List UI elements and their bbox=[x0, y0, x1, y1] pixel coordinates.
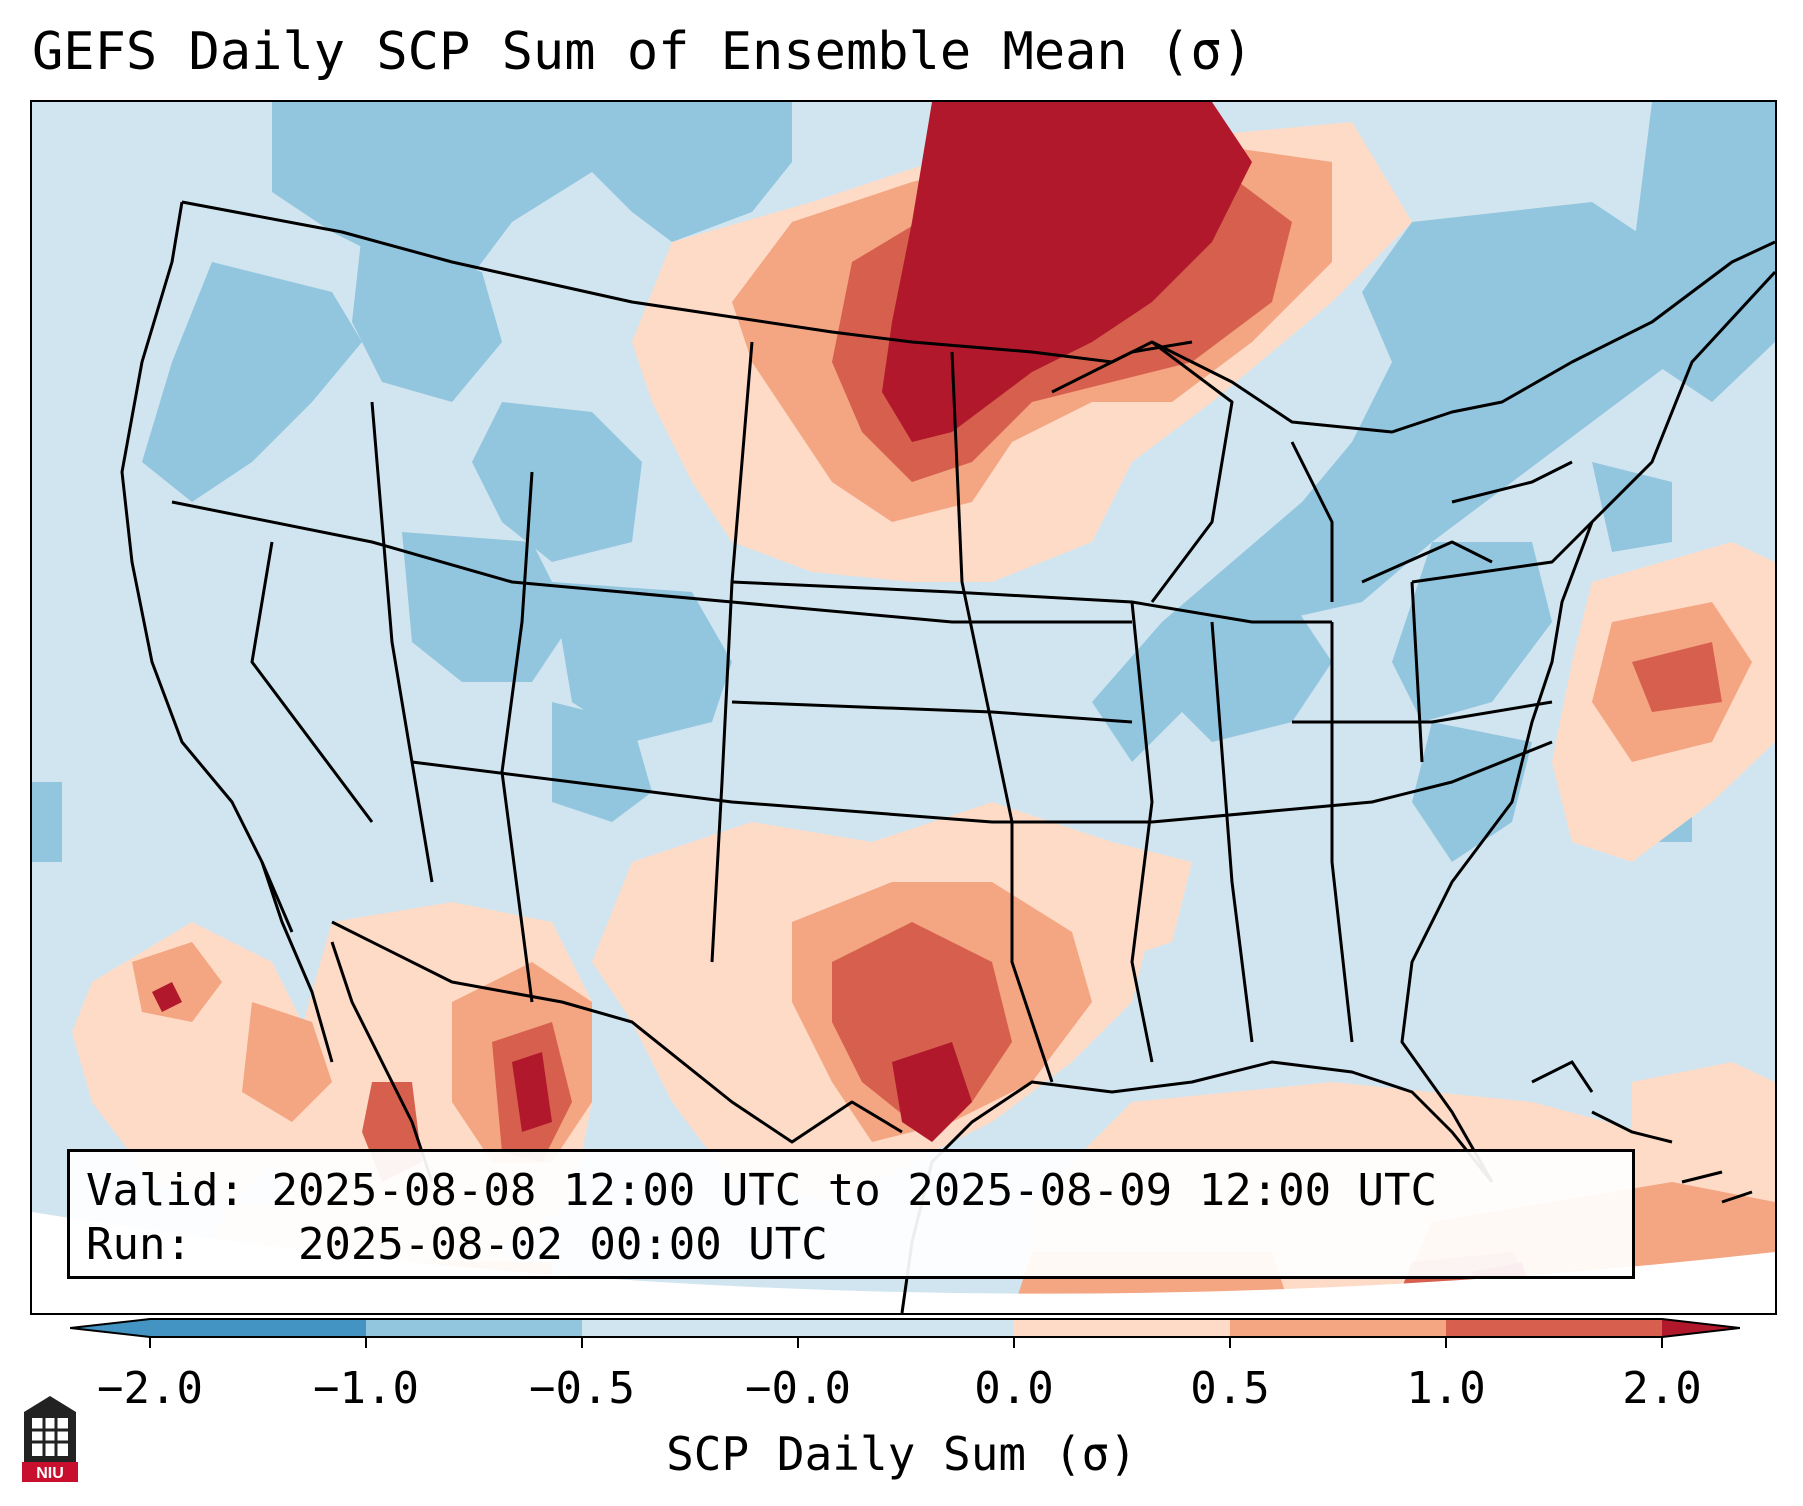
projection-corner bbox=[32, 1212, 1775, 1313]
colorbar-tick-label: −2.0 bbox=[97, 1363, 203, 1414]
canada-border-west bbox=[181, 200, 913, 344]
colorbar-bin-05-1 bbox=[1230, 1319, 1446, 1337]
lake-michigan bbox=[1150, 340, 1234, 603]
baja-coast bbox=[260, 861, 334, 1063]
logo-grid-icon bbox=[32, 1418, 68, 1456]
state-line-5 bbox=[710, 341, 754, 963]
lake-erie bbox=[1361, 540, 1493, 584]
colorbar-bin-neg2-neg1 bbox=[150, 1319, 366, 1337]
colorbar bbox=[70, 1318, 1740, 1348]
lake-ontario bbox=[1451, 460, 1573, 504]
colorbar-extend-high bbox=[1662, 1319, 1740, 1337]
niu-logo: NIU bbox=[22, 1396, 78, 1482]
logo-window-icon bbox=[32, 1418, 68, 1456]
colorbar-tick-label: −0.0 bbox=[745, 1363, 851, 1414]
state-line-9 bbox=[950, 351, 1054, 1083]
state-line-14 bbox=[1410, 581, 1424, 763]
state-line-11 bbox=[1151, 740, 1553, 824]
anomaly-map bbox=[32, 102, 1775, 1313]
colorbar-bin-neg05-0 bbox=[582, 1319, 798, 1337]
colorbar-bin-neg1-neg05 bbox=[366, 1319, 582, 1337]
west-coastline bbox=[120, 201, 294, 933]
michigan-east bbox=[1290, 441, 1334, 602]
colorbar-label: SCP Daily Sum (σ) bbox=[666, 1427, 1137, 1481]
colorbar-tick-label: −0.5 bbox=[529, 1363, 635, 1414]
negative-anomaly-regions bbox=[32, 102, 1775, 862]
colorbar-tick-label: −1.0 bbox=[313, 1363, 419, 1414]
state-line-15 bbox=[1292, 700, 1553, 724]
state-line-12 bbox=[1210, 621, 1254, 1043]
east-coastline bbox=[1400, 270, 1775, 1183]
run-value: 2025-08-02 00:00 UTC bbox=[297, 1219, 828, 1270]
colorbar-tick-label: 0.5 bbox=[1190, 1363, 1270, 1414]
colorbar-bin-0 bbox=[798, 1319, 1014, 1337]
map-title: GEFS Daily SCP Sum of Ensemble Mean (σ) bbox=[32, 22, 1253, 82]
colorbar-bin-0-05 bbox=[1014, 1319, 1230, 1337]
colorbar-tick-label: 2.0 bbox=[1622, 1363, 1702, 1414]
logo-badge bbox=[22, 1462, 78, 1482]
lake-superior bbox=[1051, 340, 1193, 394]
caribbean-islands bbox=[1531, 1060, 1753, 1204]
logo-text: NIU bbox=[36, 1465, 64, 1482]
state-line-10 bbox=[1130, 601, 1154, 1063]
colorbar-tick-label: 0.0 bbox=[974, 1363, 1054, 1414]
run-label: Run: bbox=[86, 1219, 192, 1270]
state-line-16 bbox=[1411, 520, 1594, 584]
map-panel bbox=[30, 100, 1777, 1315]
boundaries bbox=[120, 200, 1775, 1313]
state-line-4 bbox=[500, 471, 534, 1003]
colorbar-tick-label: 1.0 bbox=[1406, 1363, 1486, 1414]
state-line-13 bbox=[1330, 622, 1354, 1043]
colorbar-extend-low bbox=[70, 1319, 150, 1337]
validity-info-box: Valid: 2025-08-08 12:00 UTC to 2025-08-0… bbox=[67, 1149, 1635, 1279]
colorbar-ticks bbox=[149, 1337, 1663, 1348]
colorbar-bin-1-2 bbox=[1446, 1319, 1662, 1337]
valid-value: 2025-08-08 12:00 UTC to 2025-08-09 12:00… bbox=[271, 1165, 1438, 1216]
state-line-3 bbox=[250, 541, 374, 823]
state-line-2 bbox=[370, 401, 434, 883]
gulf-of-california bbox=[330, 941, 434, 1183]
state-line-1 bbox=[171, 500, 1132, 624]
state-line-8 bbox=[731, 700, 1133, 724]
mexico-border bbox=[331, 920, 903, 1144]
state-line-6 bbox=[411, 760, 1152, 824]
valid-label: Valid: bbox=[86, 1165, 245, 1216]
